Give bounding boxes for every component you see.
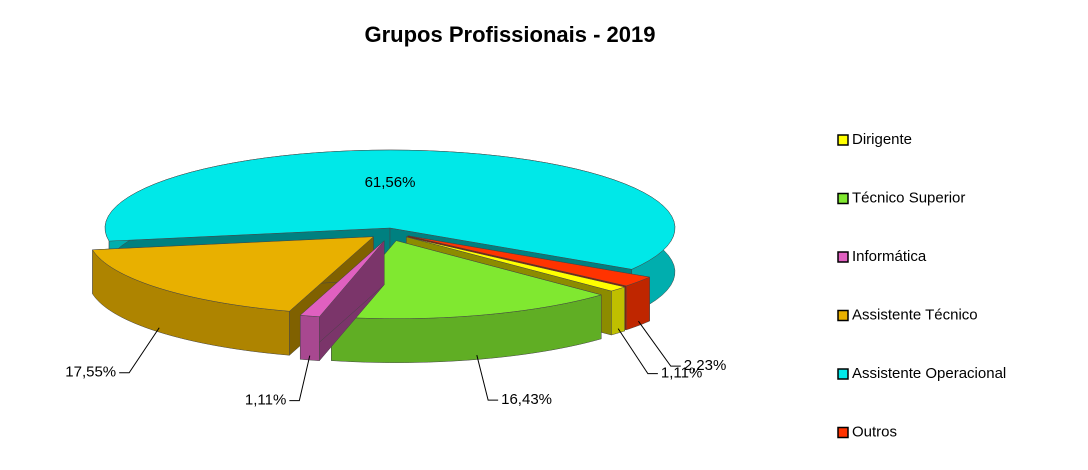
legend-swatch (837, 192, 849, 205)
leader-line (476, 354, 499, 401)
slice-wall (299, 315, 320, 361)
legend-label: Outros (852, 423, 897, 440)
chart-title: Grupos Profissionais - 2019 (365, 22, 656, 47)
legend-swatch (837, 309, 849, 322)
leader-line (289, 355, 311, 402)
data-label: 16,43% (501, 391, 552, 408)
slice-top (104, 149, 676, 270)
data-label: 1,11% (661, 365, 702, 382)
slice (299, 240, 385, 362)
slice-top (407, 235, 651, 287)
legend-label: Informática (852, 248, 927, 265)
leader-line (638, 320, 681, 367)
slice-top (299, 240, 385, 317)
legend-swatch (837, 134, 849, 146)
legend-label: Técnico Superior (852, 189, 965, 206)
data-label: 2,23% (684, 357, 727, 374)
legend-swatch (837, 426, 849, 439)
slice-wall (611, 286, 625, 336)
legend-swatch (837, 368, 849, 380)
slice-top (92, 236, 375, 312)
slice-top (330, 240, 603, 319)
legend-label: Dirigente (852, 131, 912, 148)
legend-swatch (837, 251, 849, 263)
data-label: 17,55% (65, 364, 116, 381)
slice-top (406, 236, 626, 292)
legend-label: Assistente Técnico (852, 306, 978, 323)
leader-line (119, 327, 160, 374)
legend-label: Assistente Operacional (852, 365, 1006, 382)
data-label: 1,11% (245, 392, 286, 409)
data-label: 61,56% (365, 174, 416, 191)
leader-line (617, 328, 658, 375)
